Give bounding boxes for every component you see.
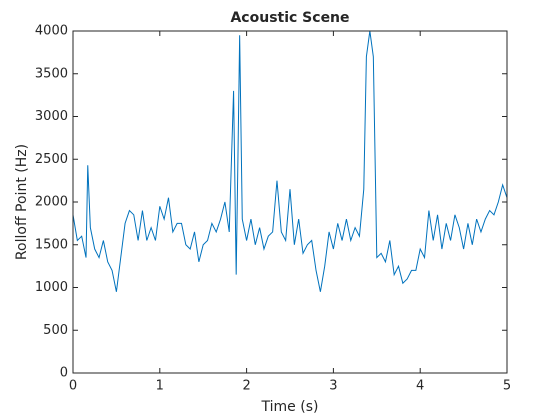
y-axis-label: Rolloff Point (Hz) <box>14 144 30 260</box>
x-tick-label: 0 <box>69 379 77 394</box>
y-tick-label: 2000 <box>35 195 68 210</box>
y-tick-label: 1500 <box>35 237 68 252</box>
y-tick-label: 1000 <box>35 280 68 295</box>
y-tick-label: 0 <box>60 366 68 381</box>
y-tick-label: 3000 <box>35 109 68 124</box>
y-tick-label: 4000 <box>35 24 68 39</box>
x-tick-label: 3 <box>329 379 337 394</box>
x-tick-label: 4 <box>416 379 424 394</box>
x-tick-label: 2 <box>242 379 250 394</box>
x-tick-label: 5 <box>503 379 511 394</box>
chart-title: Acoustic Scene <box>230 10 349 26</box>
y-tick-label: 500 <box>43 323 68 338</box>
axes-box <box>72 30 508 374</box>
x-axis-label: Time (s) <box>261 399 319 415</box>
y-tick-label: 3500 <box>35 66 68 81</box>
data-line <box>72 30 508 292</box>
y-tick-label: 2500 <box>35 152 68 167</box>
x-tick-label: 1 <box>156 379 164 394</box>
